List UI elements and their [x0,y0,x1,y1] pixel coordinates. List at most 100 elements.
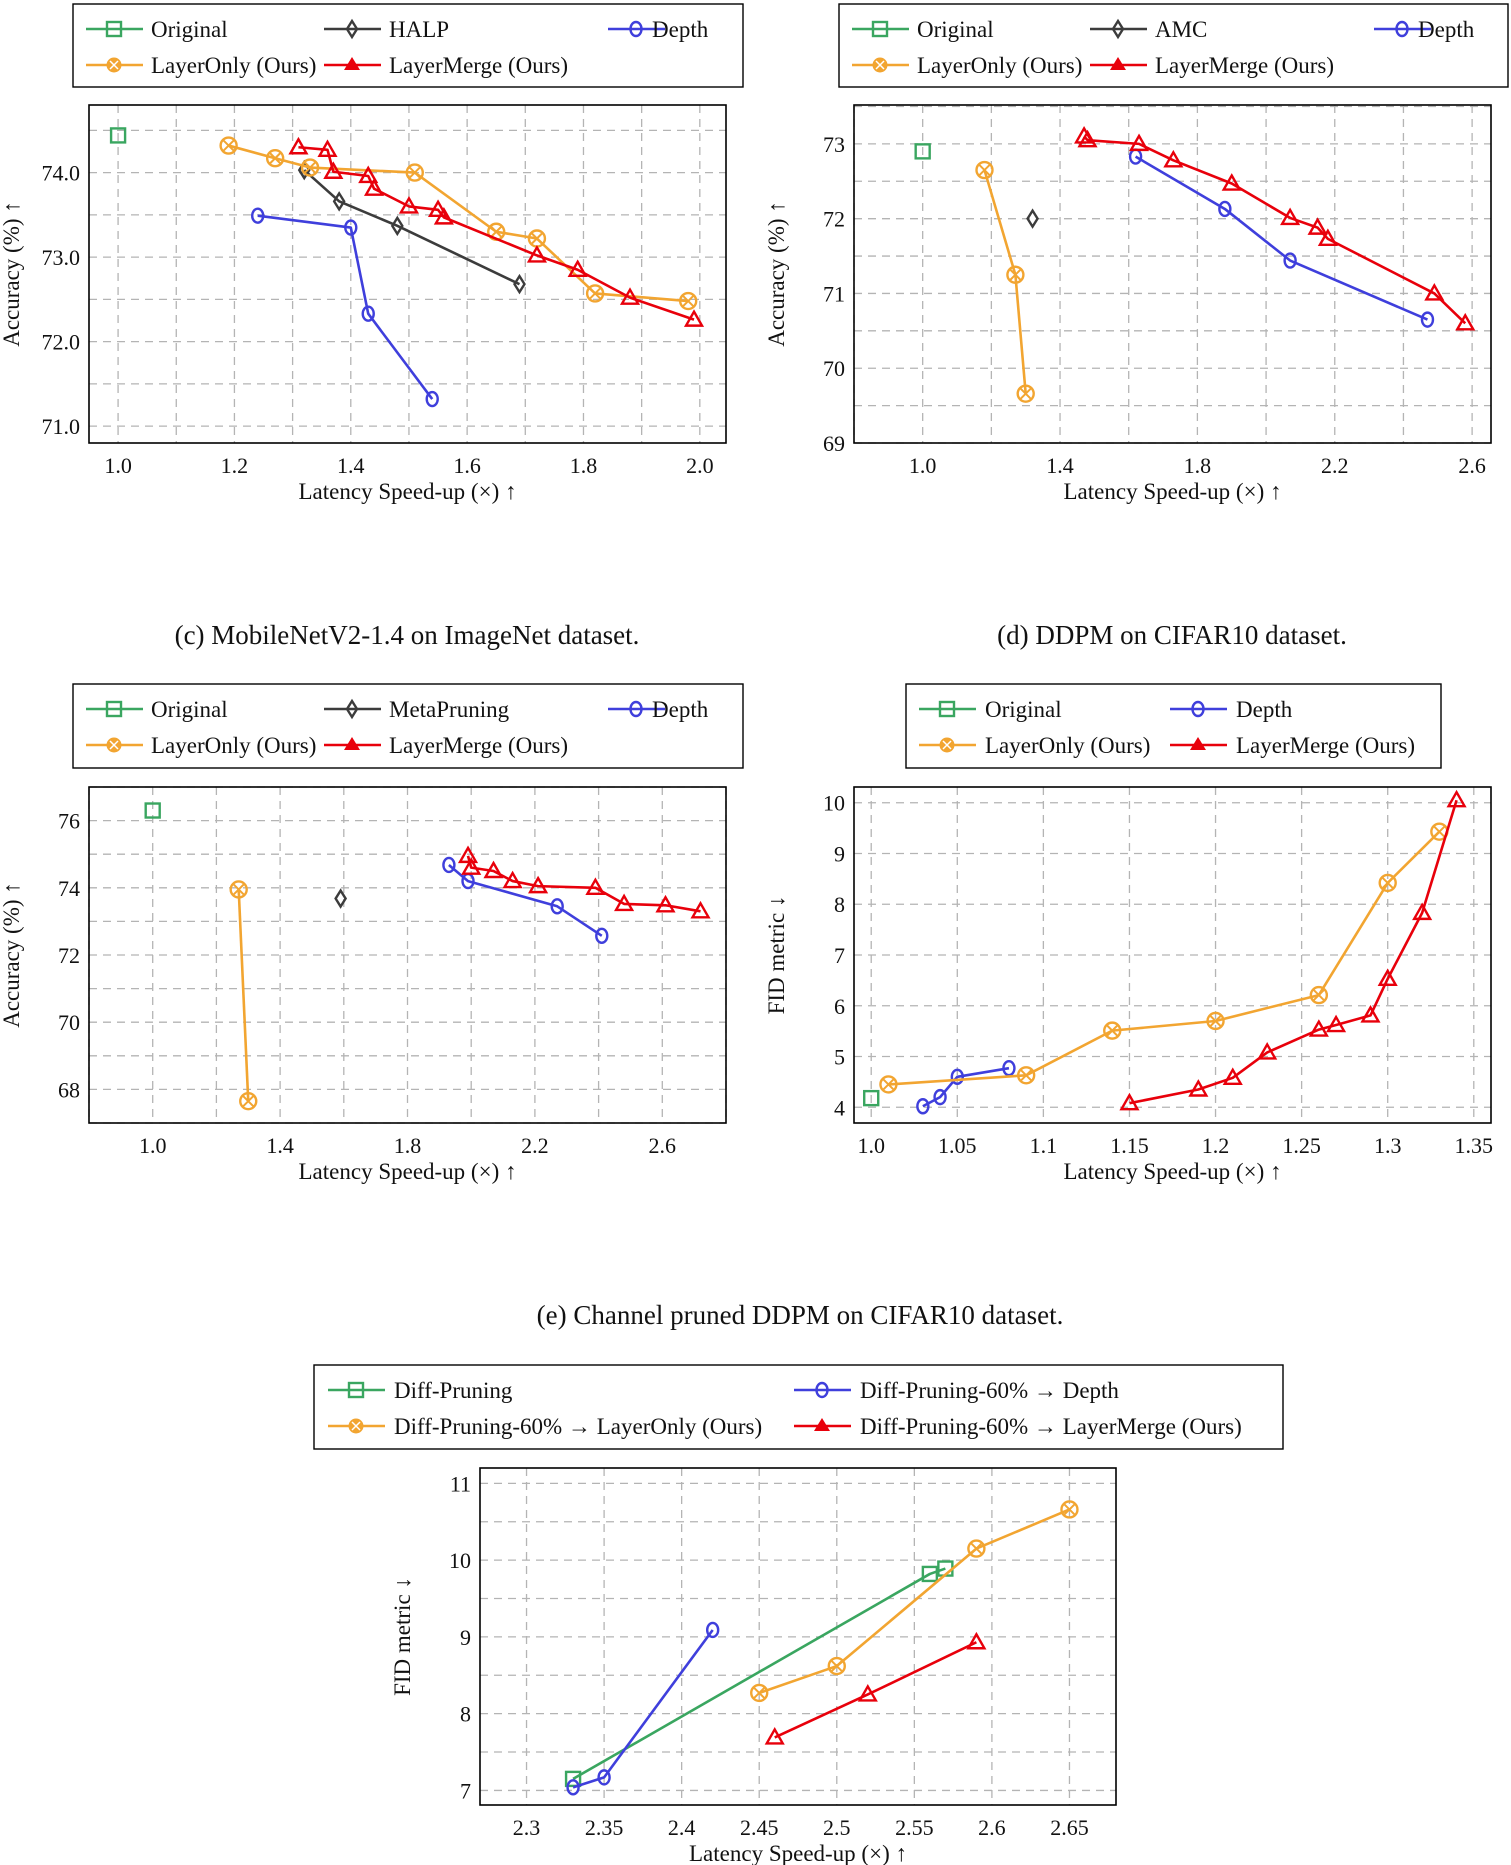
data-point [1222,1067,1243,1086]
legend-marker [105,700,123,718]
data-point [1420,311,1435,328]
chart-5: 2.3 2.35 2.4 2.45 2.5 2.55 2.6 2.65 7 8 9 10 11 Laten… [313,1364,1284,1865]
legend-entry: LayerOnly (Ours) [86,733,316,758]
legend-marker [629,20,643,38]
data-point [300,158,320,177]
legend-entry: Original [86,17,228,42]
y-tick-label: 10 [449,1548,471,1573]
legend-entry: Diff-Pruning-60% → LayerMerge (Ours) [794,1414,1242,1439]
data-point [683,309,705,327]
y-tick-label: 9 [834,841,845,866]
series-line [1083,135,1467,325]
data-point [427,199,449,217]
data-point [678,291,698,311]
legend-label: LayerMerge (Ours) [1236,733,1415,758]
legend-label: AMC [1155,17,1207,42]
series-baseline [334,888,348,909]
y-tick-label: 71 [823,281,845,306]
series-line [774,1641,977,1739]
series-line [1129,799,1458,1105]
series-depth [566,1621,720,1796]
data-point [1006,265,1025,284]
plot-frame [479,1467,1117,1806]
legend-marker [1110,57,1126,70]
legend-entry: LayerOnly (Ours) [852,53,1082,78]
data-point [879,1075,898,1094]
data-point [585,877,606,895]
y-tick-label: 8 [460,1702,471,1727]
legend-label: Diff-Pruning-60% → LayerMerge (Ours) [860,1414,1242,1439]
data-point [442,856,456,874]
series-original [914,143,931,160]
data-point [1280,207,1301,226]
y-tick-label: 73 [823,132,845,157]
x-tick-label: 1.8 [394,1133,422,1158]
data-point [1360,1004,1381,1023]
data-point [1128,133,1150,152]
series-line [466,855,701,913]
x-tick-label: 2.0 [686,453,714,478]
data-point [425,390,439,408]
data-point [1103,1021,1122,1040]
x-axis-label: Latency Speed-up (×) ↑ [1064,479,1282,504]
legend-label: Diff-Pruning-60% → Depth [860,1378,1119,1403]
x-tick-label: 1.0 [857,1133,885,1158]
data-point [483,860,504,879]
data-point [1377,968,1398,987]
data-point [1446,789,1467,808]
legend-marker [105,20,123,38]
data-point [1309,985,1329,1005]
legend: Diff-Pruning Diff-Pruning-60% → Depth Diff… [313,1364,1284,1450]
data-point [513,273,526,295]
series-layermerge [457,845,711,919]
plot-frame [88,104,727,444]
series-line [257,214,434,400]
chart-2: 1.0 1.4 1.8 2.2 2.6 69 70 71 72 73 Latency Speed-u… [764,3,1509,504]
legend-marker [871,20,889,38]
grid [854,787,1491,1123]
legend-entry: Diff-Pruning-60% → LayerOnly (Ours) [328,1414,762,1439]
y-tick-label: 68 [58,1077,80,1102]
x-axis-label: Latency Speed-up (×) ↑ [1064,1159,1282,1184]
x-tick-label: 1.4 [337,453,365,478]
data-point [265,149,285,168]
legend-label: Depth [652,17,709,42]
legend-label: LayerMerge (Ours) [389,733,568,758]
data-point [398,195,420,214]
data-point [595,927,609,945]
series-line [758,1508,1070,1695]
legend-entry: LayerOnly (Ours) [919,733,1150,758]
y-axis-label: FID metric ↓ [390,1577,415,1696]
legend-label: LayerOnly (Ours) [917,53,1082,78]
y-tick-label: 72 [58,943,80,968]
data-point [750,1683,769,1703]
y-axis-label: Accuracy (%) ↑ [0,201,24,347]
x-axis-label: Latency Speed-up (×) ↑ [299,1159,517,1184]
y-tick-label: 7 [460,1778,471,1803]
legend: Original MetaPruning Depth LayerOnly (Ours)… [72,683,744,769]
x-tick-label: 1.2 [221,453,249,478]
x-tick-label: 2.2 [1321,453,1349,478]
data-point [288,136,309,155]
data-point [1060,1500,1079,1519]
data-point [390,215,404,237]
legend-box [838,3,1509,88]
caption-d: (d) DDPM on CIFAR10 dataset. [997,620,1347,650]
data-point [1424,283,1445,301]
y-tick-label: 74.0 [42,161,81,186]
x-tick-label: 2.35 [585,1815,624,1840]
legend-box [905,683,1442,769]
data-point [1016,1066,1036,1085]
data-point [144,802,161,819]
y-tick-label: 7 [834,943,845,968]
data-point [1026,208,1039,229]
data-point [914,143,931,160]
data-point [655,894,676,913]
legend-marker [344,737,360,750]
legend-entry: Original [919,697,1062,722]
data-point [585,284,605,303]
x-tick-label: 1.05 [938,1133,977,1158]
y-tick-label: 6 [834,994,845,1019]
x-tick-label: 1.0 [104,453,132,478]
